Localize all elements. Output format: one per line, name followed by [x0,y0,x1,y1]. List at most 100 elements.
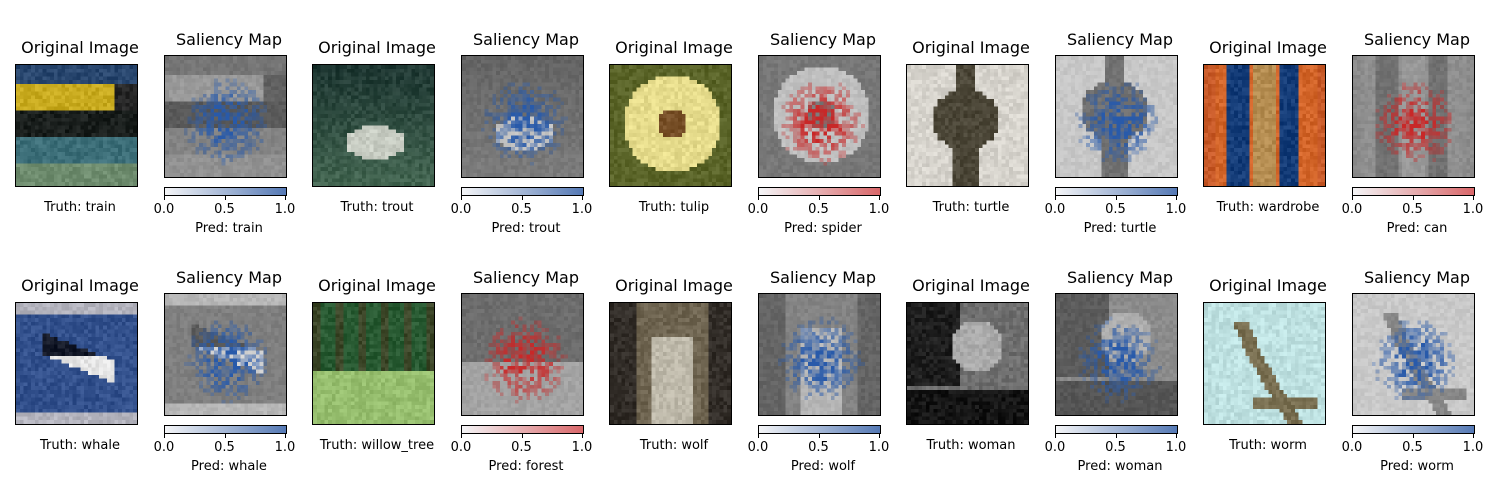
colorbar-tick [224,434,226,438]
colorbar-tick [1176,434,1177,438]
colorbar-tick-label: 0.5 [1402,440,1423,455]
colorbar-tick-label: 0.5 [1105,440,1126,455]
original-image-canvas [16,65,137,186]
original-image-canvas [1204,303,1325,424]
colorbar-tick-label: 1.0 [1462,440,1484,455]
colorbar-tick-label: 1.0 [274,202,296,217]
colorbar-tick [521,196,523,200]
colorbar-tick [758,434,759,438]
colorbar-tick [879,434,880,438]
colorbar-tick [164,196,165,200]
pred-label: Pred: can [1386,221,1448,236]
saliency-map-canvas [165,56,286,177]
original-image [312,302,435,425]
colorbar [1055,425,1178,434]
original-image [1203,302,1326,425]
saliency-title: Saliency Map [176,268,282,287]
colorbar-tick-label: 0.0 [1341,440,1363,455]
original-title: Original Image [1209,276,1327,295]
colorbar-tick [879,196,880,200]
colorbar-tick [1412,434,1414,438]
colorbar-tick [1055,196,1056,200]
original-image [1203,64,1326,187]
colorbar-tick [461,196,462,200]
original-image-canvas [313,303,434,424]
original-title: Original Image [318,276,436,295]
colorbar-tick-label: 1.0 [571,202,593,217]
saliency-map-canvas [759,294,880,415]
colorbar-tick [1055,434,1056,438]
colorbar-tick-label: 1.0 [868,202,890,217]
original-title: Original Image [1209,38,1327,57]
colorbar-tick-label: 1.0 [868,440,890,455]
colorbar-tick [582,434,583,438]
colorbar-tick-label: 0.5 [214,202,235,217]
colorbar [758,425,881,434]
original-image-canvas [1204,65,1325,186]
saliency-map-canvas [1353,294,1474,415]
original-image [609,302,732,425]
pred-label: Pred: spider [784,221,862,236]
colorbar-tick [758,196,759,200]
saliency-map-canvas [1056,56,1177,177]
saliency-map [461,55,584,178]
colorbar-tick [1473,196,1474,200]
colorbar-tick-label: 0.5 [511,440,532,455]
original-title: Original Image [912,276,1030,295]
truth-label: Truth: worm [1229,438,1307,453]
colorbar-tick [818,196,820,200]
saliency-map [164,55,287,178]
pred-label: Pred: train [195,221,263,236]
colorbar [1352,187,1475,196]
saliency-map [1055,55,1178,178]
colorbar-tick [1176,196,1177,200]
saliency-map [1055,293,1178,416]
original-image [609,64,732,187]
colorbar-tick [1473,434,1474,438]
original-image [906,302,1029,425]
colorbar-tick-label: 1.0 [1462,202,1484,217]
truth-label: Truth: willow_tree [319,438,435,453]
colorbar-tick-label: 0.5 [808,440,829,455]
colorbar-tick-label: 0.0 [153,202,175,217]
truth-label: Truth: train [44,200,116,215]
saliency-map-canvas [462,294,583,415]
colorbar-tick-label: 0.5 [1105,202,1126,217]
colorbar-tick-label: 1.0 [1165,202,1187,217]
colorbar-tick [1115,434,1117,438]
truth-label: Truth: woman [926,438,1016,453]
colorbar-tick [1412,196,1414,200]
original-image-canvas [610,65,731,186]
saliency-map [164,293,287,416]
pred-label: Pred: woman [1077,459,1163,474]
original-title: Original Image [21,38,139,57]
original-image-canvas [16,303,137,424]
original-image-canvas [907,65,1028,186]
saliency-map-canvas [165,294,286,415]
colorbar-tick-label: 1.0 [571,440,593,455]
truth-label: Truth: trout [340,200,414,215]
saliency-map [758,55,881,178]
colorbar-tick [164,434,165,438]
pred-label: Pred: forest [488,459,564,474]
saliency-title: Saliency Map [473,268,579,287]
original-image-canvas [313,65,434,186]
truth-label: Truth: wardrobe [1216,200,1320,215]
colorbar-tick [285,196,286,200]
colorbar-tick [521,434,523,438]
original-title: Original Image [21,276,139,295]
colorbar-tick [1115,196,1117,200]
colorbar-tick-label: 0.0 [450,202,472,217]
truth-label: Truth: whale [40,438,120,453]
truth-label: Truth: wolf [639,438,709,453]
saliency-map-canvas [1353,56,1474,177]
colorbar [1352,425,1475,434]
colorbar [461,187,584,196]
original-title: Original Image [318,38,436,57]
truth-label: Truth: turtle [932,200,1010,215]
saliency-map [1352,55,1475,178]
colorbar-tick-label: 0.0 [153,440,175,455]
colorbar-tick [461,434,462,438]
saliency-map [461,293,584,416]
colorbar-tick-label: 0.0 [450,440,472,455]
